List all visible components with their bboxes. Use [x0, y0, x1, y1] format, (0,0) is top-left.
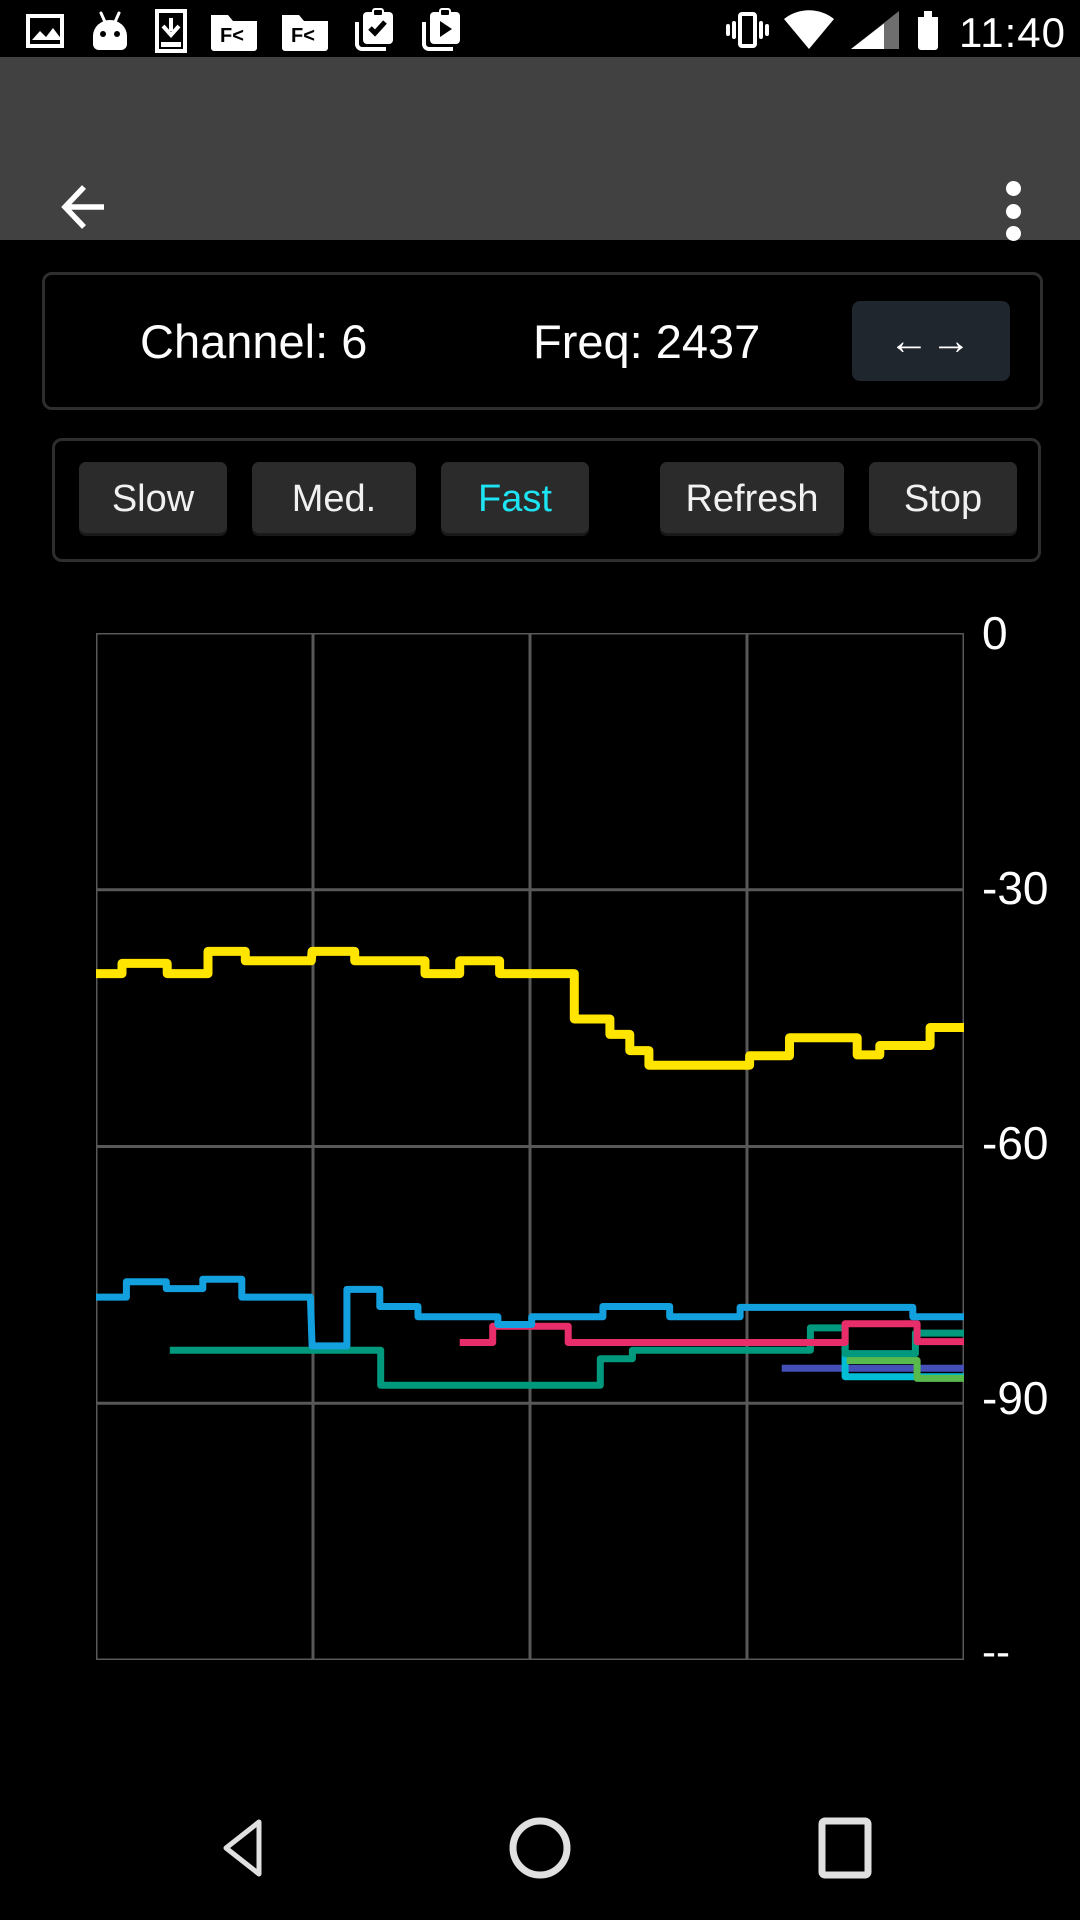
overflow-menu-icon[interactable]: [992, 179, 1034, 243]
back-arrow-icon[interactable]: [52, 177, 112, 237]
y-tick-neg30: -30: [982, 862, 1049, 914]
svg-text:F<: F<: [220, 25, 244, 47]
speed-button-med[interactable]: Med.: [252, 462, 416, 536]
battery-icon: [914, 8, 942, 57]
svg-text:F<: F<: [291, 25, 315, 47]
clipboard-play-icon: [418, 8, 464, 59]
y-tick-bottom: --: [982, 1628, 1010, 1675]
status-bar-clock: 11:40: [959, 8, 1066, 56]
wifi-icon: [782, 9, 836, 56]
refresh-button[interactable]: Refresh: [660, 462, 844, 536]
gallery-icon: [24, 10, 66, 57]
clipboard-check-icon: [351, 8, 397, 59]
app-bar: [0, 57, 1080, 243]
vibrate-icon: [725, 9, 769, 56]
android-navigation-bar: [0, 1780, 1080, 1920]
channel-swap-button[interactable]: ← →: [852, 301, 1010, 381]
nav-back-icon[interactable]: [203, 1812, 283, 1884]
signal-strength-chart: [96, 633, 964, 1660]
stop-button[interactable]: Stop: [869, 462, 1017, 536]
status-bar: F< F< 11:40: [0, 0, 1080, 57]
fx-folder-icon: F<: [209, 11, 259, 56]
fx-folder-icon: F<: [280, 11, 330, 56]
nav-home-icon[interactable]: [500, 1812, 580, 1884]
scan-controls-panel: Slow Med. Fast Refresh Stop: [52, 438, 1041, 562]
y-tick-0: 0: [982, 607, 1008, 659]
speed-button-slow[interactable]: Slow: [79, 462, 227, 536]
channel-panel: Channel: 6 Freq: 2437 ← →: [42, 272, 1043, 410]
status-bar-system-icons: 11:40: [725, 8, 1066, 57]
download-icon: [154, 8, 188, 59]
nav-recents-icon[interactable]: [805, 1812, 885, 1884]
cell-signal-icon: [849, 9, 901, 56]
frequency-value: Freq: 2437: [533, 314, 761, 368]
y-tick-neg90: -90: [982, 1372, 1049, 1424]
y-tick-neg60: -60: [982, 1117, 1049, 1169]
android-marshmallow-icon: [87, 9, 133, 58]
speed-button-fast[interactable]: Fast: [441, 462, 589, 536]
arrow-right-icon: →: [931, 318, 973, 363]
channel-value: Channel: 6: [140, 314, 368, 368]
status-bar-notification-icons: F< F<: [24, 8, 464, 59]
arrow-left-icon: ←: [889, 318, 931, 363]
